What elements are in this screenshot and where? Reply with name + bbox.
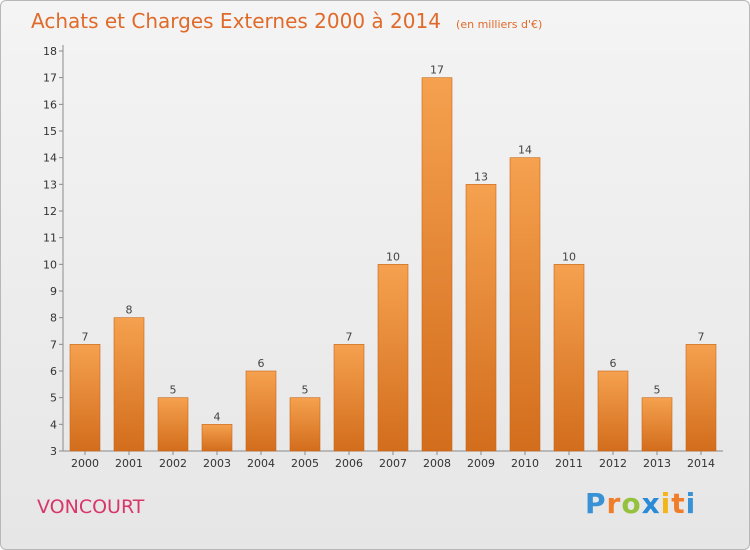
x-tick-label: 2001	[115, 457, 143, 470]
bar-value-label: 7	[698, 330, 705, 343]
bar	[641, 397, 673, 452]
x-tick-label: 2014	[687, 457, 715, 470]
y-tick-label: 3	[50, 445, 57, 458]
y-tick-label: 4	[50, 418, 57, 431]
bar	[465, 184, 497, 452]
bar-value-label: 4	[214, 410, 221, 423]
y-tick-label: 12	[43, 205, 57, 218]
bar-value-label: 10	[386, 250, 400, 263]
x-tick-label: 2011	[555, 457, 583, 470]
x-tick-label: 2004	[247, 457, 275, 470]
bar-value-label: 14	[518, 144, 532, 157]
bar-value-label: 6	[258, 357, 265, 370]
commune-name: VONCOURT	[37, 496, 145, 518]
x-tick-label: 2007	[379, 457, 407, 470]
axes: 3 4 5 6 7 8 9 10 11 12 13 14 15 16 17 18 2000 2001 2002 200…	[43, 45, 723, 470]
bar-value-label: 17	[430, 64, 444, 77]
bar-value-label: 5	[654, 384, 661, 397]
y-tick-label: 9	[50, 285, 57, 298]
x-tick-label: 2013	[643, 457, 671, 470]
bar	[333, 344, 365, 452]
y-tick-label: 18	[43, 45, 57, 58]
logo-letter: i	[685, 487, 697, 520]
logo-letter: P	[585, 487, 607, 520]
proxiti-logo: Proxiti	[585, 487, 696, 520]
bar	[113, 317, 145, 452]
bar	[157, 397, 189, 452]
chart-title-main: Achats et Charges Externes 2000 à 2014	[31, 9, 441, 33]
logo-letter: x	[641, 487, 661, 520]
y-tick-label: 14	[43, 152, 57, 165]
x-tick-label: 2003	[203, 457, 231, 470]
logo-letter: o	[621, 487, 642, 520]
bar-value-label: 5	[170, 384, 177, 397]
x-tick-label: 2010	[511, 457, 539, 470]
bar	[685, 344, 717, 452]
bar	[245, 370, 277, 452]
x-tick-label: 2006	[335, 457, 363, 470]
y-tick-label: 7	[50, 338, 57, 351]
y-tick-label: 13	[43, 178, 57, 191]
x-tick-label: 2008	[423, 457, 451, 470]
y-tick-label: 16	[43, 98, 57, 111]
bar	[509, 157, 541, 452]
y-tick-label: 11	[43, 232, 57, 245]
x-tick-label: 2002	[159, 457, 187, 470]
y-tick-label: 17	[43, 72, 57, 85]
logo-letter: t	[671, 487, 686, 520]
bar-value-label: 7	[82, 330, 89, 343]
x-tick-label: 2005	[291, 457, 319, 470]
bar	[69, 344, 101, 452]
bar	[597, 370, 629, 452]
bars	[69, 77, 717, 452]
chart-title: Achats et Charges Externes 2000 à 2014 (…	[31, 9, 542, 33]
bar	[421, 77, 453, 452]
x-tick-label: 2009	[467, 457, 495, 470]
y-tick-label: 8	[50, 312, 57, 325]
y-tick-label: 5	[50, 392, 57, 405]
chart-title-unit: (en milliers d'€)	[456, 18, 543, 31]
x-tick-label: 2012	[599, 457, 627, 470]
y-tick-label: 6	[50, 365, 57, 378]
bar	[377, 264, 409, 452]
y-tick-label: 10	[43, 258, 57, 271]
bar-labels: 7 8 5 4 6 5 7 10 17 13 14 10 6 5 7	[82, 64, 705, 424]
y-tick-label: 15	[43, 125, 57, 138]
x-tick-label: 2000	[71, 457, 99, 470]
bar-value-label: 5	[302, 384, 309, 397]
logo-letter: r	[606, 487, 622, 520]
logo-letter: i	[660, 487, 672, 520]
bar-value-label: 10	[562, 250, 576, 263]
bar	[201, 424, 233, 452]
bar-value-label: 8	[126, 304, 133, 317]
bar-value-label: 13	[474, 170, 488, 183]
bar	[289, 397, 321, 452]
bar	[553, 264, 585, 452]
bar-value-label: 7	[346, 330, 353, 343]
bar-value-label: 6	[610, 357, 617, 370]
